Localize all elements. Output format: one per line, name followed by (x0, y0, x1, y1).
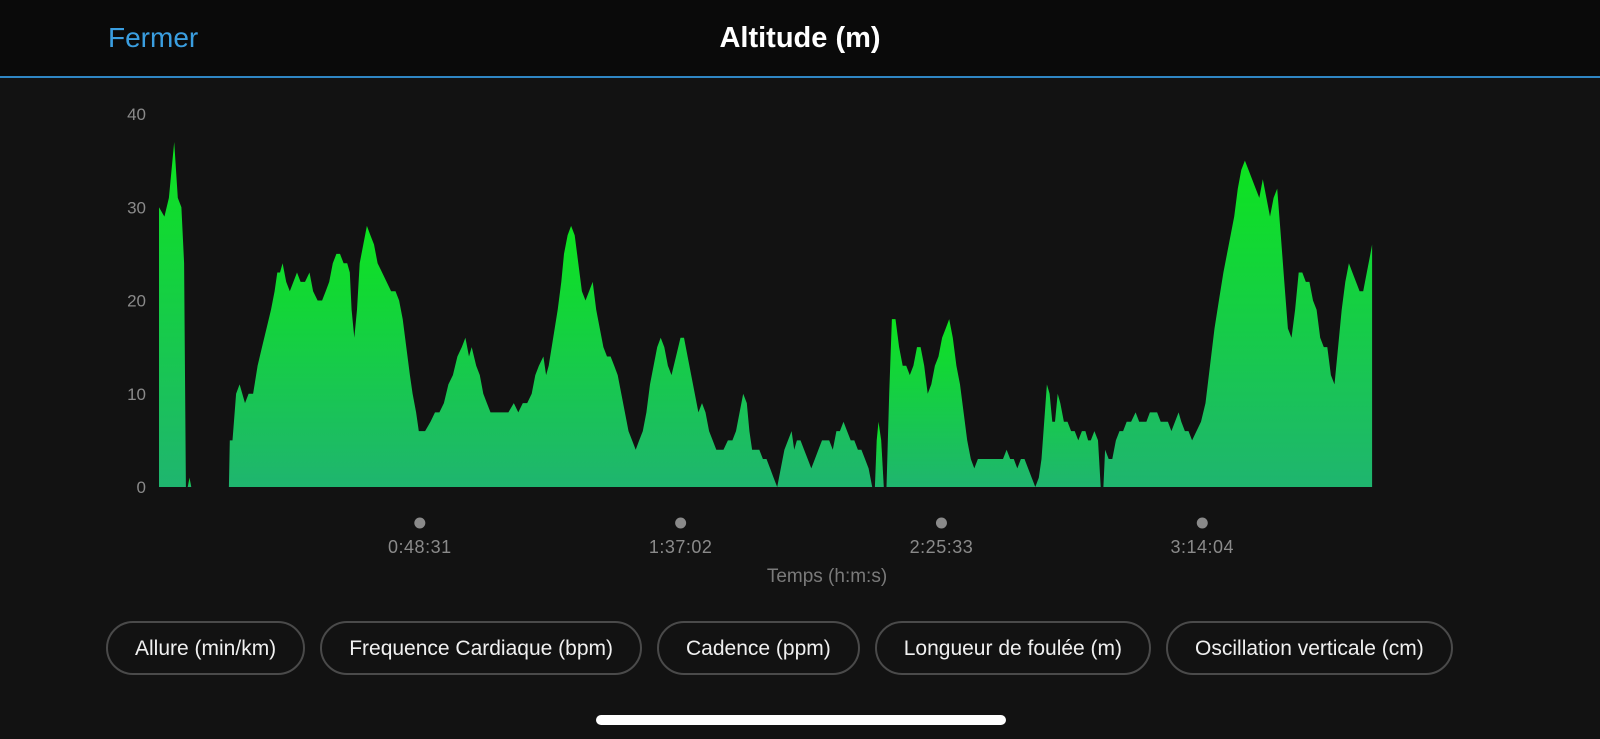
y-tick-label: 0 (137, 478, 146, 497)
y-tick-label: 30 (127, 198, 146, 217)
altitude-area-segment (159, 142, 186, 487)
tab-frequence-cardiaque[interactable]: Frequence Cardiaque (bpm) (320, 621, 642, 675)
altitude-area-segment (874, 421, 884, 487)
altitude-area-segment (1103, 160, 1373, 487)
altitude-area-segment (187, 477, 192, 487)
x-axis-label: Temps (h:m:s) (767, 566, 887, 587)
x-tick-marker (935, 517, 947, 529)
x-tick-label: 2:25:33 (910, 537, 974, 557)
x-tick-marker (1196, 517, 1208, 529)
altitude-area-segment (886, 319, 1101, 487)
y-tick-label: 40 (127, 105, 146, 124)
y-tick-label: 10 (127, 385, 146, 404)
y-axis-ticks: 0 10 20 30 40 (127, 105, 146, 497)
top-bar: Fermer Altitude (m) (0, 0, 1600, 78)
home-indicator (596, 715, 1006, 725)
x-axis-ticks: 0:48:31 1:37:02 2:25:33 3:14:04 (388, 517, 1234, 557)
altitude-area-segment (221, 225, 873, 487)
tab-allure[interactable]: Allure (min/km) (106, 621, 306, 675)
x-tick-label: 1:37:02 (649, 537, 713, 557)
x-tick-label: 0:48:31 (388, 537, 452, 557)
x-tick-label: 3:14:04 (1170, 537, 1234, 557)
y-tick-label: 20 (127, 292, 146, 311)
page-title: Altitude (m) (719, 22, 881, 54)
x-tick-marker (675, 517, 687, 529)
metric-tab-bar: Allure (min/km) Frequence Cardiaque (bpm)… (106, 621, 1522, 677)
tab-cadence[interactable]: Cadence (ppm) (657, 621, 860, 675)
close-button[interactable]: Fermer (108, 22, 199, 53)
altitude-area-chart[interactable]: 0 10 20 30 40 0:48:31 1:37:02 2:25:33 3:14:04 T… (0, 80, 1600, 600)
tab-oscillation-verticale[interactable]: Oscillation verticale (cm) (1166, 621, 1453, 675)
altitude-series (159, 142, 1373, 487)
tab-longueur-de-foulee[interactable]: Longueur de foulée (m) (874, 621, 1152, 675)
x-tick-marker (414, 517, 426, 529)
